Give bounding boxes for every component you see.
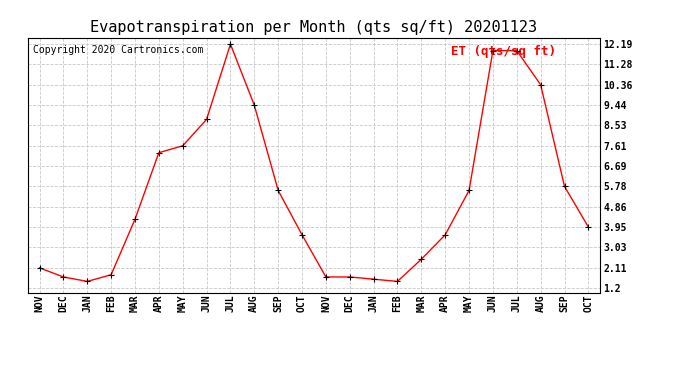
Text: ET (qts/sq ft): ET (qts/sq ft): [451, 45, 556, 58]
Title: Evapotranspiration per Month (qts sq/ft) 20201123: Evapotranspiration per Month (qts sq/ft)…: [90, 20, 538, 35]
Text: Copyright 2020 Cartronics.com: Copyright 2020 Cartronics.com: [33, 45, 204, 55]
